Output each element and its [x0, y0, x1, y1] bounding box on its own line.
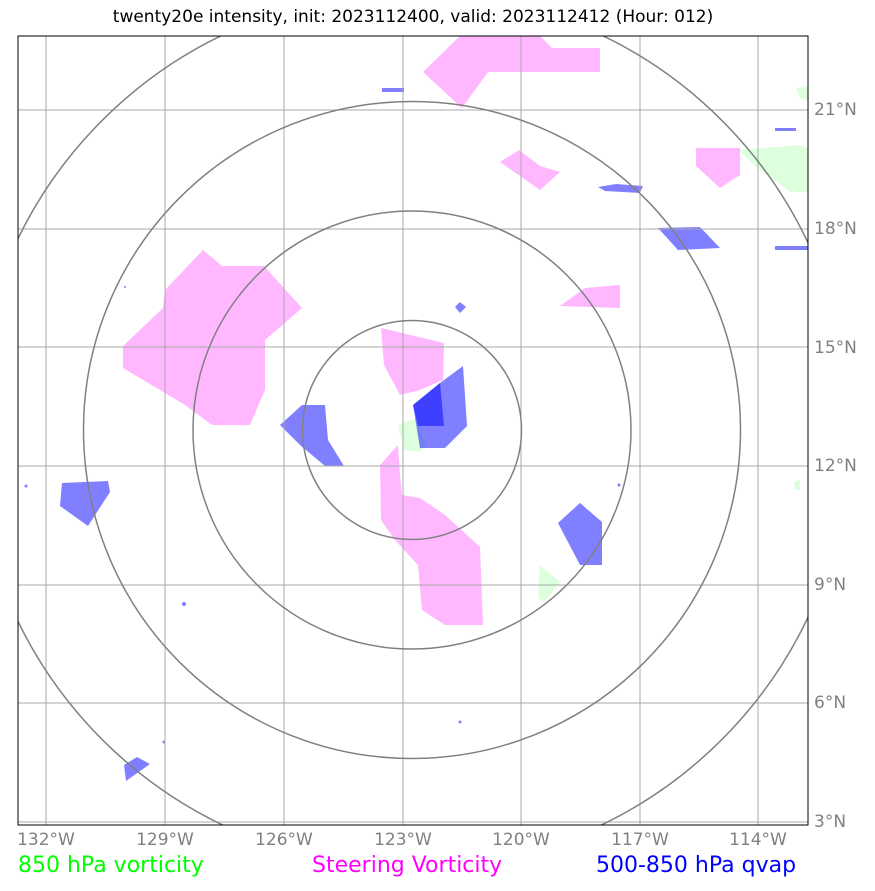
qvap-dot [182, 602, 186, 606]
lon-tick-126w: 126°W [255, 830, 313, 850]
qvap-area [60, 481, 110, 526]
lon-tick-132w: 132°W [17, 830, 75, 850]
qvap-area [124, 757, 150, 781]
qvap-area [598, 184, 643, 193]
steering-layer [123, 36, 740, 625]
steering-area [380, 445, 483, 625]
steering-area [423, 36, 600, 108]
vort850-area [738, 145, 808, 192]
lat-tick-15n: 15°N [814, 338, 857, 358]
legend-vort850: 850 hPa vorticity [18, 853, 204, 878]
graticule [18, 36, 808, 825]
qvap-area [775, 128, 796, 131]
lat-tick-9n: 9°N [814, 575, 846, 595]
lon-tick-120w: 120°W [492, 830, 550, 850]
steering-area [123, 250, 302, 425]
vort850-area [796, 86, 808, 100]
qvap-area [382, 88, 404, 92]
lon-tick-114w: 114°W [729, 830, 787, 850]
range-ring [192, 210, 632, 650]
range-rings [18, 36, 808, 825]
lat-tick-6n: 6°N [814, 693, 846, 713]
map-plot-area [18, 36, 808, 825]
qvap-layer [24, 88, 808, 781]
steering-area [381, 328, 444, 395]
vort850-area [794, 480, 800, 490]
legend-qvap: 500-850 hPa qvap [596, 853, 797, 878]
qvap-area [280, 405, 344, 466]
qvap-area [455, 302, 466, 313]
lon-tick-117w: 117°W [611, 830, 669, 850]
vort850-area [538, 565, 560, 602]
steering-area [500, 150, 560, 190]
map-frame [17, 35, 809, 826]
qvap-dot [617, 483, 621, 487]
qvap-dot [24, 484, 28, 488]
latitude-tick-labels: 21°N 18°N 15°N 12°N 9°N 6°N 3°N [814, 100, 857, 832]
steering-area [560, 285, 620, 308]
steering-area [696, 148, 740, 188]
qvap-dot [458, 720, 462, 724]
longitude-tick-labels: 132°W 129°W 126°W 123°W 120°W 117°W 114°… [17, 830, 787, 850]
lat-tick-3n: 3°N [814, 812, 846, 832]
qvap-area [558, 503, 602, 565]
lat-tick-21n: 21°N [814, 100, 857, 120]
qvap-dot [124, 286, 126, 288]
lon-tick-123w: 123°W [374, 830, 432, 850]
range-ring [301, 319, 523, 541]
legend-steering: Steering Vorticity [312, 853, 503, 878]
qvap-area [775, 246, 808, 250]
map-title: twenty20e intensity, init: 2023112400, v… [112, 7, 714, 27]
qvap-area-overlap [413, 383, 444, 426]
lon-tick-129w: 129°W [136, 830, 194, 850]
qvap-area [658, 227, 720, 250]
lat-tick-18n: 18°N [814, 219, 857, 239]
lat-tick-12n: 12°N [814, 456, 857, 476]
range-ring [82, 100, 742, 760]
